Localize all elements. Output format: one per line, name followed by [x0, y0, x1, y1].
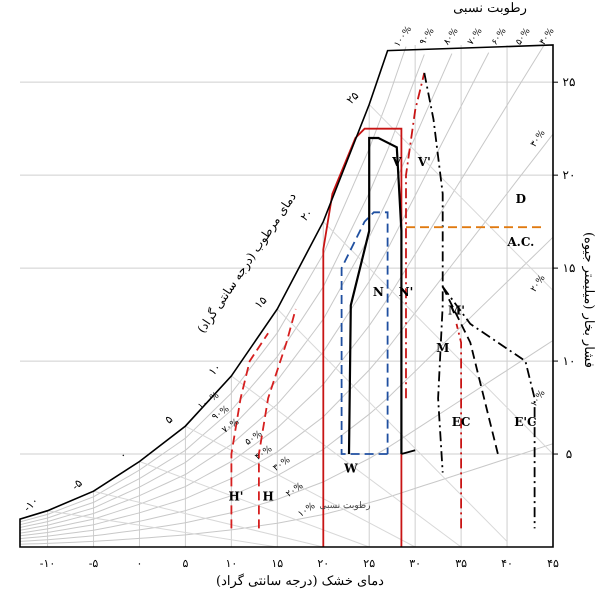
region-label: M'	[448, 304, 465, 318]
x-tick-label: ۰	[137, 557, 143, 570]
x-axis-title: دمای خشک (درجه سانتی گراد)	[216, 573, 384, 589]
inner-rh-label: ۱۰%	[297, 501, 318, 520]
top-rh-label: ۶۰%	[490, 26, 509, 47]
wetbulb-tick-label: ۰	[116, 448, 129, 461]
region-label: H'	[228, 490, 243, 504]
y-tick-label: ۱۵	[563, 261, 576, 275]
inner-rh-label: ۲۰%	[285, 481, 306, 500]
zone-boundary-6	[424, 73, 442, 473]
region-label: EC	[452, 415, 471, 429]
x-tick-label: ۴۰	[501, 557, 513, 570]
x-tick-label: ۳۰	[409, 557, 421, 570]
top-rh-label: ۸۰%	[442, 26, 461, 47]
y-tick-label: ۵	[566, 447, 572, 461]
region-label: N	[373, 285, 384, 299]
y-tick-label: ۱۰	[563, 354, 576, 368]
x-tick-label: ۵	[182, 557, 188, 570]
x-tick-label: ۱۵	[271, 557, 283, 570]
top-rh-label: ۹۰%	[418, 26, 437, 47]
region-label: A.C.	[506, 235, 534, 249]
x-tick-label: ۲۵	[363, 557, 375, 570]
side-rh-label: ۱۰%	[529, 388, 548, 409]
top-rh-label: ۷۰%	[466, 26, 485, 47]
region-label: N'	[399, 285, 414, 299]
wetbulb-tick-label: ۲۵	[344, 89, 362, 107]
wetbulb-axis-title: دمای مرطوب (درجه سانتی گراد)	[194, 190, 299, 336]
wetbulb-tick-label: ۱۰	[206, 361, 224, 379]
rh-zone-label: رطوبت نسبی	[319, 501, 370, 511]
top-rh-label: ۱۰۰%	[393, 24, 415, 49]
x-tick-label: -۱۰	[40, 557, 56, 570]
grid-layer	[20, 45, 553, 547]
region-label: V'	[417, 155, 431, 169]
region-label: E'C	[514, 415, 536, 429]
frame-layer	[20, 45, 553, 547]
zone-boundary-8	[443, 287, 535, 529]
wetbulb-tick-label: ۵	[162, 413, 175, 426]
side-rh-label: ۳۰%	[529, 128, 548, 149]
wetbulb-tick-label: -۵	[69, 477, 85, 493]
region-label: M	[436, 341, 449, 355]
region-label: D	[516, 192, 526, 206]
wetbulb-tick-label: -۱۰	[21, 494, 41, 514]
region-label: W	[343, 462, 358, 476]
wetbulb-tick-label: ۲۰	[298, 206, 316, 224]
x-tick-label: -۵	[89, 557, 99, 570]
y-tick-label: ۲۵	[563, 75, 576, 89]
x-tick-label: ۱۰	[225, 557, 237, 570]
wetbulb-line	[94, 491, 324, 547]
region-label: H	[262, 490, 273, 504]
x-tick-label: ۳۵	[455, 557, 467, 570]
side-rh-label: ۲۰%	[529, 273, 548, 294]
saturation-frame	[20, 45, 553, 547]
top-axis-title: رطوبت نسبی	[453, 1, 527, 16]
region-label: V	[391, 155, 402, 169]
wetbulb-tick-label: ۱۵	[252, 294, 270, 312]
top-rh-label: ۵۰%	[514, 26, 533, 47]
y-axis-title: فشار بخار (میلیمتر جیوه)	[581, 232, 596, 368]
y-tick-label: ۲۰	[563, 168, 576, 182]
x-tick-label: ۴۵	[547, 557, 559, 570]
rh-curve	[20, 53, 489, 531]
top-rh-label: ۴۰%	[538, 26, 557, 47]
inner-rh-label: ۳۰%	[272, 455, 293, 474]
x-tick-label: ۲۰	[317, 557, 329, 570]
zone-boundary-11	[401, 450, 415, 454]
